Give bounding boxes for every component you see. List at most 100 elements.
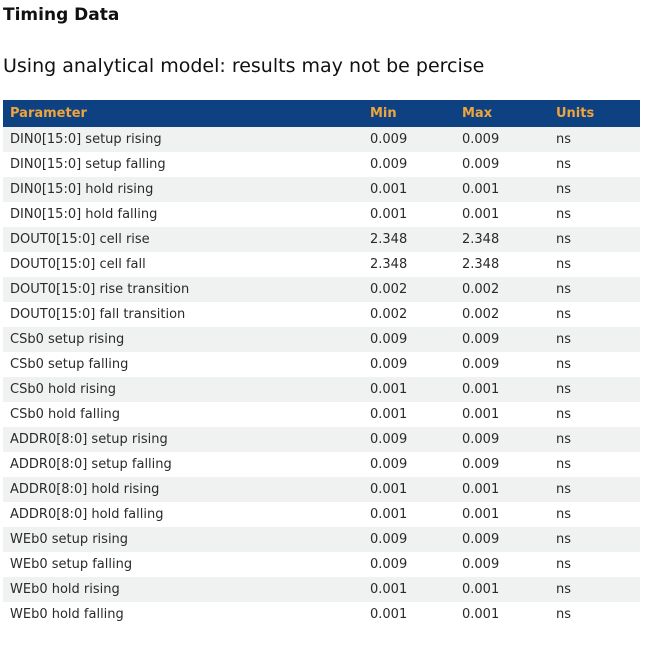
- cell-units: ns: [556, 327, 640, 353]
- table-row: WEb0 setup falling 0.009 0.009 ns: [3, 552, 640, 578]
- timing-report-page: Timing Data Using analytical model: resu…: [3, 5, 640, 628]
- page-subtitle: Using analytical model: results may not …: [3, 54, 485, 77]
- cell-max: 0.001: [462, 377, 556, 403]
- column-header-units: Units: [556, 100, 640, 128]
- cell-parameter: ADDR0[8:0] setup rising: [3, 427, 370, 453]
- cell-min: 0.001: [370, 477, 462, 503]
- cell-max: 0.009: [462, 427, 556, 453]
- cell-max: 0.001: [462, 577, 556, 603]
- cell-units: ns: [556, 502, 640, 528]
- table-row: DOUT0[15:0] cell fall 2.348 2.348 ns: [3, 252, 640, 278]
- cell-min: 0.009: [370, 427, 462, 453]
- cell-parameter: ADDR0[8:0] setup falling: [3, 452, 370, 478]
- cell-units: ns: [556, 402, 640, 428]
- cell-max: 0.001: [462, 602, 556, 628]
- cell-units: ns: [556, 302, 640, 328]
- cell-max: 0.009: [462, 127, 556, 153]
- cell-units: ns: [556, 177, 640, 203]
- table-row: WEb0 hold falling 0.001 0.001 ns: [3, 602, 640, 628]
- table-header-row: Parameter Min Max Units: [3, 100, 640, 128]
- table-row: CSb0 setup rising 0.009 0.009 ns: [3, 327, 640, 353]
- table-row: WEb0 setup rising 0.009 0.009 ns: [3, 527, 640, 553]
- cell-max: 0.002: [462, 302, 556, 328]
- table-row: DOUT0[15:0] cell rise 2.348 2.348 ns: [3, 227, 640, 253]
- table-row: WEb0 hold rising 0.001 0.001 ns: [3, 577, 640, 603]
- cell-min: 0.009: [370, 127, 462, 153]
- cell-units: ns: [556, 452, 640, 478]
- cell-units: ns: [556, 152, 640, 178]
- column-header-parameter: Parameter: [3, 100, 370, 128]
- cell-parameter: ADDR0[8:0] hold rising: [3, 477, 370, 503]
- cell-min: 0.009: [370, 527, 462, 553]
- cell-parameter: DIN0[15:0] setup falling: [3, 152, 370, 178]
- cell-min: 2.348: [370, 252, 462, 278]
- cell-units: ns: [556, 427, 640, 453]
- cell-max: 0.009: [462, 527, 556, 553]
- cell-units: ns: [556, 127, 640, 153]
- table-row: DIN0[15:0] setup falling 0.009 0.009 ns: [3, 152, 640, 178]
- timing-data-table: Parameter Min Max Units DIN0[15:0] setup…: [3, 100, 640, 628]
- cell-min: 2.348: [370, 227, 462, 253]
- cell-parameter: WEb0 setup falling: [3, 552, 370, 578]
- cell-min: 0.001: [370, 577, 462, 603]
- cell-max: 0.001: [462, 402, 556, 428]
- table-row: ADDR0[8:0] setup rising 0.009 0.009 ns: [3, 427, 640, 453]
- table-body: DIN0[15:0] setup rising 0.009 0.009 ns D…: [3, 127, 640, 628]
- table-row: ADDR0[8:0] hold falling 0.001 0.001 ns: [3, 502, 640, 528]
- cell-parameter: DIN0[15:0] hold rising: [3, 177, 370, 203]
- cell-max: 0.002: [462, 277, 556, 303]
- cell-parameter: DIN0[15:0] setup rising: [3, 127, 370, 153]
- cell-max: 0.009: [462, 352, 556, 378]
- cell-max: 0.009: [462, 327, 556, 353]
- cell-min: 0.009: [370, 152, 462, 178]
- cell-units: ns: [556, 602, 640, 628]
- cell-min: 0.001: [370, 177, 462, 203]
- cell-min: 0.009: [370, 352, 462, 378]
- table-row: DIN0[15:0] hold falling 0.001 0.001 ns: [3, 202, 640, 228]
- table-row: CSb0 setup falling 0.009 0.009 ns: [3, 352, 640, 378]
- cell-parameter: DOUT0[15:0] fall transition: [3, 302, 370, 328]
- cell-parameter: DOUT0[15:0] cell fall: [3, 252, 370, 278]
- cell-parameter: CSb0 setup falling: [3, 352, 370, 378]
- cell-units: ns: [556, 577, 640, 603]
- cell-min: 0.001: [370, 502, 462, 528]
- cell-parameter: DOUT0[15:0] rise transition: [3, 277, 370, 303]
- cell-parameter: DIN0[15:0] hold falling: [3, 202, 370, 228]
- cell-units: ns: [556, 552, 640, 578]
- cell-units: ns: [556, 202, 640, 228]
- cell-max: 0.009: [462, 552, 556, 578]
- page-title: Timing Data: [3, 5, 120, 25]
- table-row: DIN0[15:0] setup rising 0.009 0.009 ns: [3, 127, 640, 153]
- table-row: CSb0 hold falling 0.001 0.001 ns: [3, 402, 640, 428]
- cell-parameter: WEb0 hold falling: [3, 602, 370, 628]
- cell-units: ns: [556, 477, 640, 503]
- column-header-max: Max: [462, 100, 556, 128]
- cell-parameter: WEb0 hold rising: [3, 577, 370, 603]
- table-row: CSb0 hold rising 0.001 0.001 ns: [3, 377, 640, 403]
- cell-max: 0.009: [462, 152, 556, 178]
- cell-min: 0.001: [370, 402, 462, 428]
- cell-units: ns: [556, 377, 640, 403]
- table-row: ADDR0[8:0] hold rising 0.001 0.001 ns: [3, 477, 640, 503]
- cell-max: 2.348: [462, 252, 556, 278]
- cell-min: 0.001: [370, 602, 462, 628]
- cell-max: 2.348: [462, 227, 556, 253]
- cell-units: ns: [556, 527, 640, 553]
- cell-parameter: CSb0 hold rising: [3, 377, 370, 403]
- cell-max: 0.001: [462, 502, 556, 528]
- cell-units: ns: [556, 277, 640, 303]
- cell-parameter: DOUT0[15:0] cell rise: [3, 227, 370, 253]
- table-row: ADDR0[8:0] setup falling 0.009 0.009 ns: [3, 452, 640, 478]
- table-row: DOUT0[15:0] fall transition 0.002 0.002 …: [3, 302, 640, 328]
- cell-units: ns: [556, 352, 640, 378]
- cell-min: 0.009: [370, 327, 462, 353]
- cell-max: 0.009: [462, 452, 556, 478]
- cell-parameter: WEb0 setup rising: [3, 527, 370, 553]
- cell-max: 0.001: [462, 202, 556, 228]
- table-row: DOUT0[15:0] rise transition 0.002 0.002 …: [3, 277, 640, 303]
- table-row: DIN0[15:0] hold rising 0.001 0.001 ns: [3, 177, 640, 203]
- cell-min: 0.009: [370, 552, 462, 578]
- cell-parameter: CSb0 setup rising: [3, 327, 370, 353]
- cell-min: 0.001: [370, 202, 462, 228]
- cell-min: 0.002: [370, 277, 462, 303]
